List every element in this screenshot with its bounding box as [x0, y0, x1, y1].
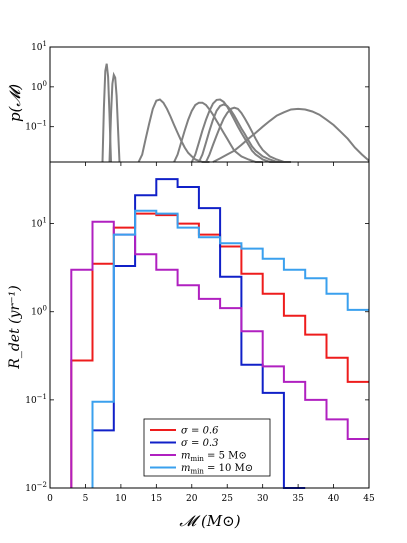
bottom-xtick-label-1: 5 [83, 494, 89, 504]
chirp-mass-distribution-curve-2 [108, 71, 121, 163]
bottom-ytick-label-3: 10−2 [25, 481, 47, 494]
bottom-ytick-label-2: 10−1 [25, 393, 47, 406]
top-ytick-label-2: 10−1 [25, 120, 47, 133]
bottom-xtick-label-2: 10 [115, 494, 127, 504]
bottom-ylabel: R_det (yr⁻¹) [7, 285, 23, 369]
detection-rate-series-4 [91, 209, 369, 488]
bottom-xtick-label-7: 35 [292, 494, 304, 504]
bottom-xtick-label-4: 20 [186, 494, 198, 504]
bottom-xtick-label-9: 45 [363, 494, 375, 504]
bottom-xtick-label-5: 25 [221, 494, 233, 504]
chirp-mass-distribution-curve-8 [212, 107, 370, 163]
top-ytick-label-1: 100 [31, 80, 47, 93]
legend: σ = 0.6σ = 0.3 mmin = 5 M⊙mmin = 10 M⊙ [143, 418, 271, 477]
chirp-mass-distribution-curve-3 [137, 98, 210, 163]
legend-label-4: mmin = 10 M⊙ [181, 463, 253, 476]
bottom-xtick-label-0: 0 [47, 494, 53, 504]
top-panel: 101 100 10−1 p(𝓜) [6, 40, 370, 163]
legend-label-2: σ = 0.3 [181, 438, 218, 449]
chirp-mass-distribution-curve-7 [205, 106, 291, 163]
bottom-xticks: 0 5 10 15 20 25 30 35 40 45 [47, 162, 375, 504]
chirp-mass-distribution-curve-6 [197, 103, 284, 163]
top-panel-frame [49, 46, 370, 163]
bottom-ytick-label-0: 101 [31, 217, 47, 230]
bottom-xtick-label-8: 40 [328, 494, 340, 504]
bottom-step-series [70, 178, 369, 489]
top-yticks: 101 100 10−1 [25, 40, 369, 133]
chirp-mass-distribution-curve-5 [190, 98, 277, 163]
bottom-ytick-label-1: 100 [31, 305, 47, 318]
bottom-xlabel: 𝓜 (M⊙) [179, 512, 240, 530]
legend-label-1: σ = 0.6 [181, 426, 219, 437]
bottom-panel-frame [49, 161, 370, 489]
bottom-panel: 101 100 10−1 10−2 0 5 10 15 20 25 30 35 40 45 R_det … [7, 161, 375, 530]
bottom-xtick-label-3: 15 [151, 494, 163, 504]
top-curves [101, 63, 370, 163]
detection-rate-series-2 [91, 178, 306, 489]
chirp-mass-distribution-curve-1 [101, 63, 112, 163]
legend-label-3: mmin = 5 M⊙ [181, 451, 247, 464]
top-ytick-label-0: 101 [31, 40, 47, 53]
detection-rate-series-3 [70, 220, 369, 488]
top-ylabel: p(𝓜) [6, 84, 24, 122]
bottom-xtick-label-6: 30 [257, 494, 269, 504]
chirp-mass-distribution-curve-4 [173, 101, 263, 163]
